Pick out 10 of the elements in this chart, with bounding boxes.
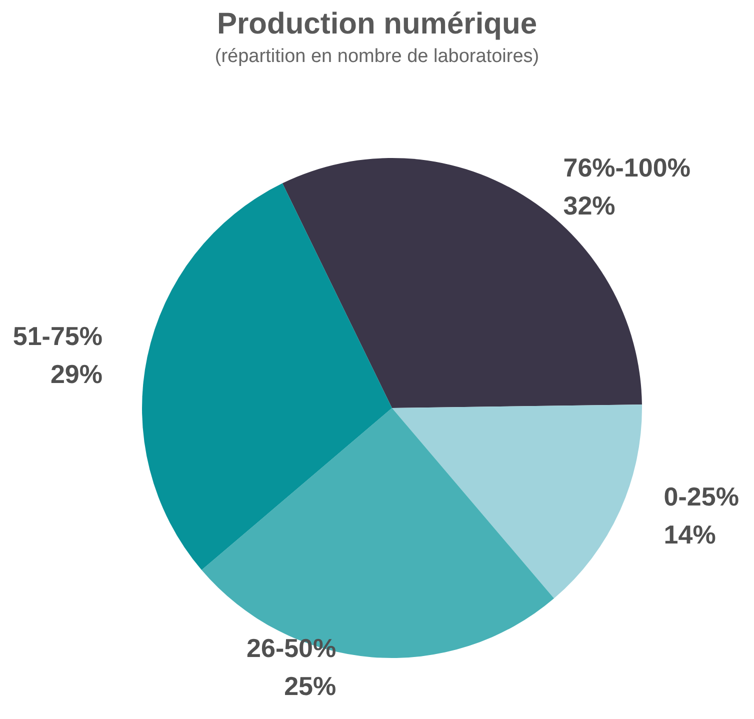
slice-label: 76%-100% [563, 152, 690, 183]
slice-label: 26-50% [246, 633, 336, 664]
slice-label: 0-25% [664, 481, 739, 512]
data-label: 32% [563, 190, 616, 221]
chart-title: Production numérique [216, 8, 538, 40]
slice-label: 51-75% [12, 320, 102, 351]
chart-subtitle: (répartition en nombre de laboratoires) [214, 46, 540, 67]
data-label: 14% [664, 519, 716, 550]
data-label: 29% [50, 358, 102, 389]
data-label: 25% [284, 671, 336, 702]
